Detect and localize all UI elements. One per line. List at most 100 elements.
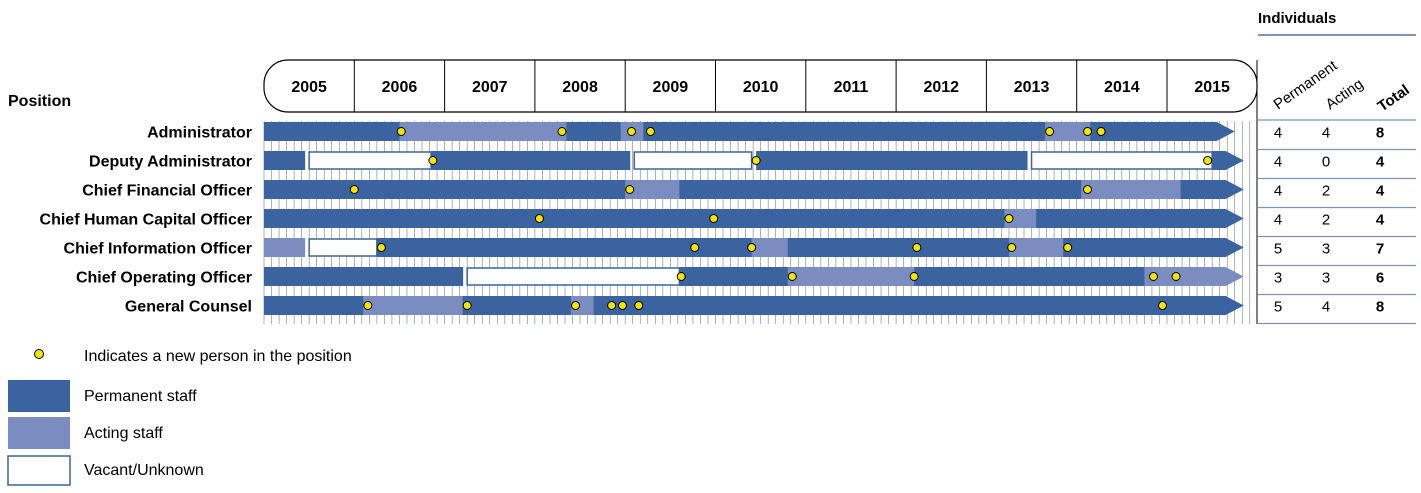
legend-label: Vacant/Unknown: [84, 462, 204, 479]
position-header: Position: [8, 93, 71, 110]
new-person-marker: [376, 243, 386, 252]
individuals-table: Individuals 4 4 84 0 44 2 44 2 45 3 73 3 65 4 8Permane…: [1258, 10, 1416, 325]
acting-segment: [571, 296, 595, 315]
position-label: Deputy Administrator: [89, 154, 252, 171]
permanent-segment: [376, 238, 694, 257]
permanent-segment: [914, 267, 1145, 286]
permanent-segment: [566, 122, 622, 141]
year-label: 2011: [834, 79, 869, 96]
acting-segment: [1008, 238, 1064, 257]
position-label: Chief Human Capital Officer: [40, 212, 252, 229]
total-count: 8: [1376, 125, 1384, 142]
acting-count: 2: [1322, 183, 1330, 200]
new-person-marker: [1063, 243, 1073, 252]
permanent-segment: [679, 180, 1082, 199]
new-person-marker: [909, 272, 919, 281]
total-column-header: Total: [1375, 81, 1413, 115]
legend-permanent-swatch: [8, 380, 70, 412]
permanent-segment: [264, 151, 306, 170]
new-person-marker: [912, 243, 922, 252]
year-label: 2014: [1104, 79, 1140, 96]
new-person-marker: [645, 127, 655, 136]
vacant-segment: [308, 151, 432, 170]
year-header: 2005 2006 2007 2008 2009 2010 2011 2012 2013 2014…: [263, 59, 1258, 113]
new-person-marker: [1004, 214, 1014, 223]
new-person-marker: [607, 301, 617, 310]
permanent-count: 5: [1274, 299, 1282, 316]
new-person-marker: [709, 214, 719, 223]
vacant-segment: [466, 267, 681, 286]
permanent-segment: [264, 209, 540, 228]
permanent-segment: [264, 296, 364, 315]
permanent-segment: [679, 267, 789, 286]
acting-segment: [1081, 180, 1182, 199]
new-person-marker: [1148, 272, 1158, 281]
permanent-segment: [539, 209, 712, 228]
new-person-marker: [1096, 127, 1106, 136]
permanent-segment: [787, 238, 915, 257]
permanent-segment: [914, 238, 1010, 257]
acting-count: 0: [1322, 154, 1330, 171]
permanent-segment-arrow: [593, 296, 1244, 315]
permanent-segment: [692, 238, 753, 257]
permanent-count: 4: [1274, 154, 1282, 171]
new-person-marker: [1083, 185, 1093, 194]
permanent-count: 5: [1274, 241, 1282, 258]
acting-segment: [751, 238, 789, 257]
permanent-segment: [756, 151, 1028, 170]
position-label: Chief Information Officer: [64, 241, 252, 258]
acting-segment: [1004, 209, 1037, 228]
permanent-segment-arrow: [1180, 180, 1244, 199]
new-person-marker: [690, 243, 700, 252]
year-header-frame: [263, 59, 1258, 113]
total-count: 4: [1376, 154, 1385, 171]
year-label: 2012: [923, 79, 959, 96]
acting-count: 3: [1322, 241, 1330, 258]
year-label: 2005: [291, 79, 327, 96]
new-person-marker: [1171, 272, 1181, 281]
new-person-marker: [627, 127, 637, 136]
permanent-segment: [264, 122, 400, 141]
new-person-marker: [534, 214, 544, 223]
new-person-marker: [787, 272, 797, 281]
timeline-rows: Administrator Deputy Administrator Chief F…: [40, 122, 1244, 316]
permanent-segment: [710, 209, 1005, 228]
new-person-marker: [1007, 243, 1017, 252]
new-person-marker: [462, 301, 472, 310]
permanent-segment-arrow: [1036, 209, 1244, 228]
acting-count: 4: [1322, 299, 1330, 316]
acting-segment: [787, 267, 915, 286]
position-label: Chief Operating Officer: [76, 270, 252, 287]
new-person-marker: [676, 272, 686, 281]
new-person-marker: [625, 185, 635, 194]
acting-segment: [625, 180, 680, 199]
legend-new-person-swatch: [34, 349, 44, 359]
legend-acting-swatch: [8, 417, 70, 449]
new-person-marker: [363, 301, 373, 310]
position-label: General Counsel: [125, 299, 252, 316]
new-person-marker: [428, 156, 438, 165]
legend-label: Permanent staff: [84, 388, 197, 405]
new-person-marker: [747, 243, 757, 252]
permanent-segment: [431, 151, 631, 170]
total-count: 8: [1376, 299, 1384, 316]
year-label: 2006: [382, 79, 418, 96]
acting-column-header: Acting: [1323, 75, 1367, 113]
new-person-marker: [634, 301, 644, 310]
year-label: 2009: [653, 79, 689, 96]
total-count: 6: [1376, 270, 1384, 287]
new-person-marker: [1083, 127, 1093, 136]
year-label: 2013: [1014, 79, 1050, 96]
total-count: 4: [1376, 183, 1385, 200]
acting-count: 4: [1322, 125, 1330, 142]
permanent-segment-arrow: [1212, 151, 1244, 170]
new-person-marker: [617, 301, 627, 310]
total-count: 4: [1376, 212, 1385, 229]
vacant-segment: [308, 238, 378, 257]
permanent-segment-arrow: [1063, 238, 1244, 257]
year-label: 2007: [472, 79, 508, 96]
position-label: Administrator: [147, 125, 252, 142]
new-person-marker: [557, 127, 567, 136]
position-label: Chief Financial Officer: [82, 183, 252, 200]
acting-segment: [264, 238, 306, 257]
